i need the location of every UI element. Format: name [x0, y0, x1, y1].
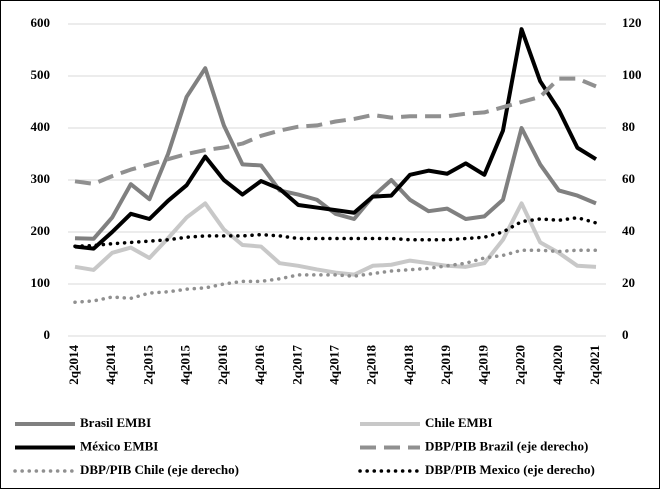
x-tick-label: 2q2014 — [66, 345, 81, 385]
x-tick-label: 2q2020 — [513, 345, 528, 385]
x-tick-label: 2q2021 — [587, 345, 602, 385]
y2-tick-label: 120 — [622, 15, 642, 30]
y-tick-label: 0 — [44, 327, 51, 342]
legend-label: México EMBI — [80, 438, 158, 453]
y-tick-label: 500 — [31, 67, 51, 82]
y2-tick-label: 80 — [622, 119, 635, 134]
y2-tick-label: 40 — [622, 223, 635, 238]
x-tick-label: 4q2020 — [550, 345, 565, 385]
x-tick-label: 4q2015 — [178, 345, 193, 385]
x-tick-label: 2q2016 — [215, 345, 230, 385]
y2-tick-label: 20 — [622, 275, 635, 290]
y-tick-label: 600 — [31, 15, 51, 30]
y-tick-label: 400 — [31, 119, 51, 134]
x-tick-label: 4q2019 — [475, 345, 490, 385]
x-tick-label: 2q2018 — [364, 345, 379, 385]
series-line — [73, 215, 598, 249]
x-tick-label: 2q2015 — [140, 345, 155, 385]
y-tick-label: 200 — [31, 223, 51, 238]
legend-label: DBP/PIB Brazil (eje derecho) — [425, 438, 588, 453]
x-tick-label: 2q2019 — [438, 345, 453, 385]
legend-label: Brasil EMBI — [80, 415, 151, 430]
legend-label: DBP/PIB Chile (eje derecho) — [80, 462, 239, 477]
series-line — [74, 66, 597, 241]
y2-tick-label: 0 — [622, 327, 629, 342]
x-tick-label: 4q2018 — [401, 345, 416, 385]
legend-label: Chile EMBI — [425, 415, 493, 430]
y2-tick-label: 100 — [622, 67, 642, 82]
y-tick-label: 100 — [31, 275, 51, 290]
y-tick-label: 300 — [31, 171, 51, 186]
series-line — [73, 248, 598, 304]
series-line — [74, 27, 598, 251]
x-tick-label: 4q2016 — [252, 345, 267, 385]
x-tick-label: 4q2014 — [103, 345, 118, 385]
x-tick-label: 4q2017 — [326, 345, 341, 385]
legend-label: DBP/PIB Mexico (eje derecho) — [425, 462, 595, 477]
x-tick-label: 2q2017 — [289, 345, 304, 385]
y2-tick-label: 60 — [622, 171, 635, 186]
series-line — [74, 201, 597, 277]
series-line — [74, 76, 597, 186]
